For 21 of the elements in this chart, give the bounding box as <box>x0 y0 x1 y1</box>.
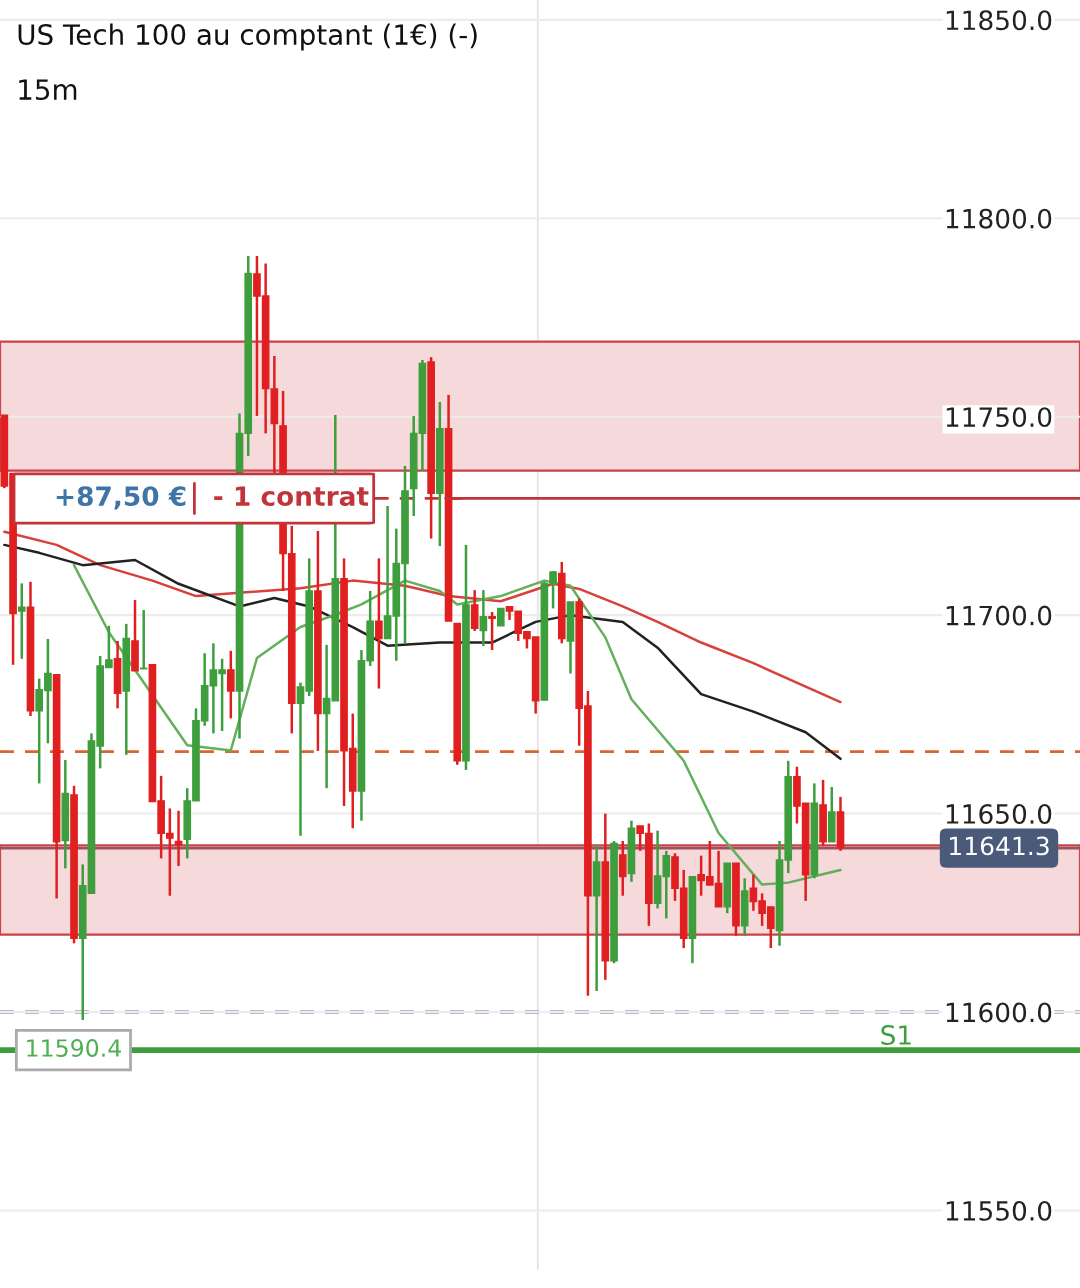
text: US Tech 100 au comptant (1€) (-) <box>18 23 477 51</box>
ref-line-label: S1 <box>881 1025 911 1045</box>
annotation: 11641.3 <box>950 836 1049 856</box>
annotation: +87,50 € <box>56 486 186 510</box>
annotation: 11590.4 <box>27 1039 121 1057</box>
candlestick <box>470 588 479 633</box>
candlestick <box>226 649 235 720</box>
candlestick <box>375 557 383 690</box>
y-tick-label: 11650.0 <box>946 804 1052 824</box>
y-tick-label: 11800.0 <box>946 208 1052 229</box>
candlestick <box>479 588 488 648</box>
candlestick <box>17 582 26 661</box>
y-tick-label: 11850.0 <box>946 10 1052 31</box>
y-tick-label: 11550.0 <box>946 1200 1052 1221</box>
y-tick-label: 11750.0 <box>946 407 1052 428</box>
text: 15m <box>19 79 77 101</box>
candlestick <box>618 839 627 897</box>
y-tick-label: 11600.0 <box>946 1002 1052 1023</box>
annotation: - 1 contrat <box>214 486 369 507</box>
candlestick <box>488 610 496 652</box>
y-tick-label: 11700.0 <box>946 605 1052 626</box>
